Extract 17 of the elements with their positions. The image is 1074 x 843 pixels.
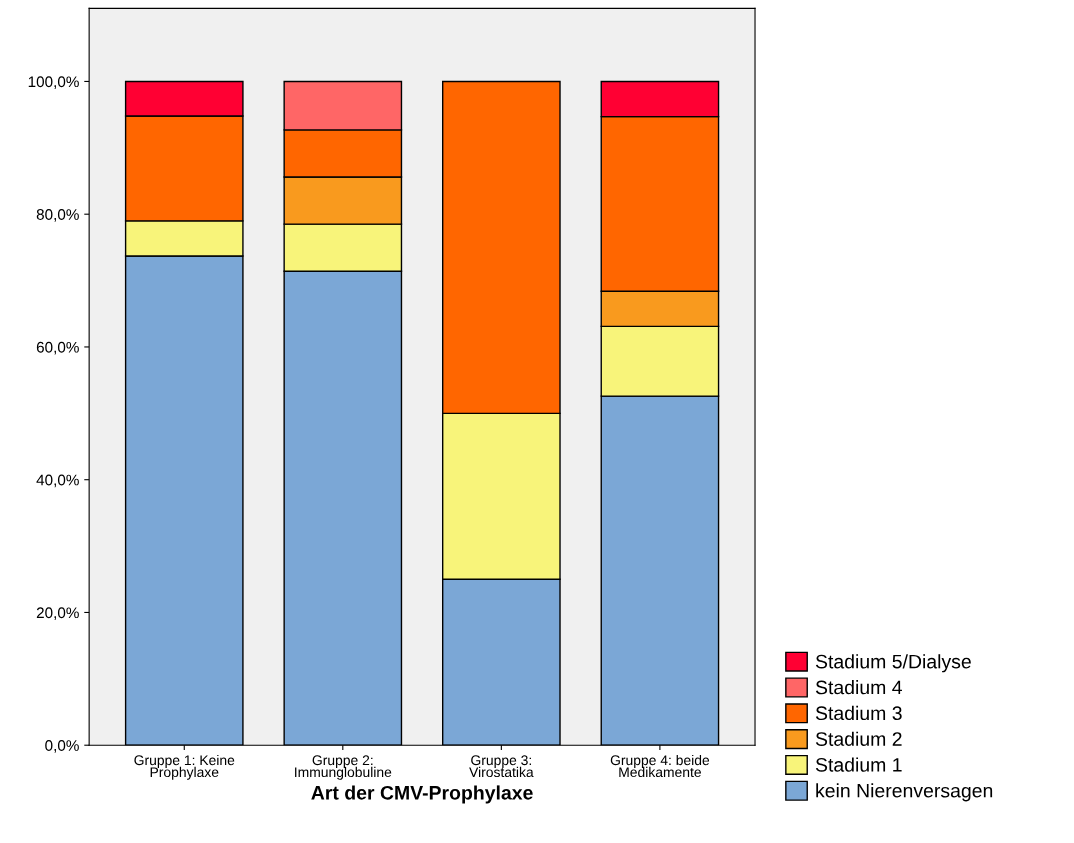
y-tick-label: 40,0%	[36, 474, 79, 488]
y-tick-label: 0,0%	[45, 740, 79, 753]
legend-label: Stadium 4	[815, 680, 902, 695]
legend-label: kein Nierenversagen	[816, 783, 993, 802]
y-tick-label: 80,0%	[36, 209, 79, 222]
legend-label: Stadium 5/Dialyse	[815, 654, 971, 673]
x-tick-label: Gruppe 2: Immunglobuline	[295, 755, 392, 780]
legend-label: Stadium 1	[815, 757, 902, 772]
y-tick-label: 100,0%	[28, 76, 79, 89]
x-tick-label: Gruppe 1: Keine Prophylaxe	[134, 754, 235, 780]
x-tick-label: Gruppe 3: Virostatika	[469, 755, 534, 778]
legend-label: Stadium 2	[815, 731, 902, 746]
x-tick-label: Gruppe 4: beide Medikamente	[610, 754, 710, 778]
legend-label: Stadium 3	[815, 705, 902, 721]
x-axis-title: Art der CMV-Prophylaxe	[311, 785, 533, 804]
y-tick-label: 20,0%	[36, 607, 79, 620]
y-tick-label: 60,0%	[36, 341, 79, 355]
